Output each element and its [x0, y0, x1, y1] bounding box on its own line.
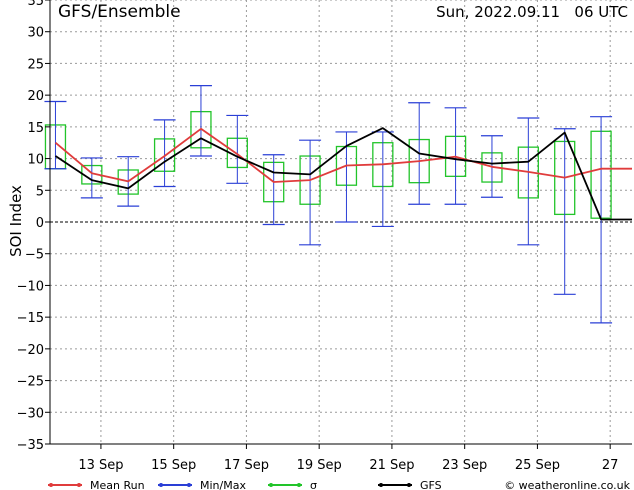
x-tick-label: 13 Sep: [78, 458, 123, 473]
series-lines: [54, 127, 632, 221]
y-axis-label: SOI Index: [7, 185, 25, 257]
y-tick-label: 20: [27, 89, 44, 104]
copyright: © weatheronline.co.uk: [504, 479, 630, 490]
x-tick-label: 25 Sep: [515, 458, 560, 473]
legend-mean-run: Mean Run: [48, 479, 145, 490]
chart-title: GFS/Ensemble: [58, 2, 181, 22]
legend-marker: [297, 483, 301, 487]
legend-marker: [407, 483, 411, 487]
y-tick-label: −5: [25, 248, 44, 263]
x-tick-label: 15 Sep: [151, 458, 196, 473]
x-tick-label: 23 Sep: [442, 458, 487, 473]
legend-marker: [269, 483, 273, 487]
x-tick-label: 21 Sep: [369, 458, 414, 473]
y-tick-label: 0: [36, 216, 44, 231]
y-tick-label: 10: [27, 153, 44, 168]
legend-label: Min/Max: [200, 479, 246, 490]
legend-marker: [159, 483, 163, 487]
y-tick-label: −20: [17, 343, 44, 358]
run-timestamp: Sun, 2022.09.11 06 UTC: [436, 3, 628, 21]
x-tick-label: 19 Sep: [297, 458, 342, 473]
y-tick-label: 25: [27, 57, 44, 72]
y-tick-label: 15: [27, 121, 44, 136]
legend-marker: [49, 483, 53, 487]
mean-run-line: [54, 127, 632, 183]
x-tick-label: 17 Sep: [224, 458, 269, 473]
gfs-line: [55, 127, 632, 221]
legend-gfs: GFS: [378, 479, 442, 490]
y-tick-label: −25: [17, 375, 44, 390]
legend-marker: [379, 483, 383, 487]
legend-: σ: [268, 479, 317, 490]
y-tick-label: −10: [17, 279, 44, 294]
legend-label: σ: [310, 479, 317, 490]
min-max-whiskers: [44, 85, 613, 324]
y-tick-label: −35: [17, 438, 44, 453]
y-tick-label: 35: [27, 0, 44, 9]
y-tick-label: −30: [17, 406, 44, 421]
legend-min-max: Min/Max: [158, 479, 246, 490]
legend: Mean Run Min/Max σ GFS: [48, 479, 442, 490]
y-tick-label: 5: [36, 184, 44, 199]
legend-marker: [187, 483, 191, 487]
legend-marker: [77, 483, 81, 487]
sigma-boxes: [44, 110, 612, 219]
tick-labels: 35 30 25 20 15 10 5 0 −5 −10 −15 −20 −25 −30 −35 13 Sep…: [17, 0, 619, 473]
x-tick-label: 27: [602, 458, 619, 473]
legend-label: GFS: [420, 479, 442, 490]
y-tick-label: 30: [27, 26, 44, 41]
y-tick-label: −15: [17, 311, 44, 326]
legend-label: Mean Run: [90, 479, 145, 490]
axes: [45, 0, 632, 449]
